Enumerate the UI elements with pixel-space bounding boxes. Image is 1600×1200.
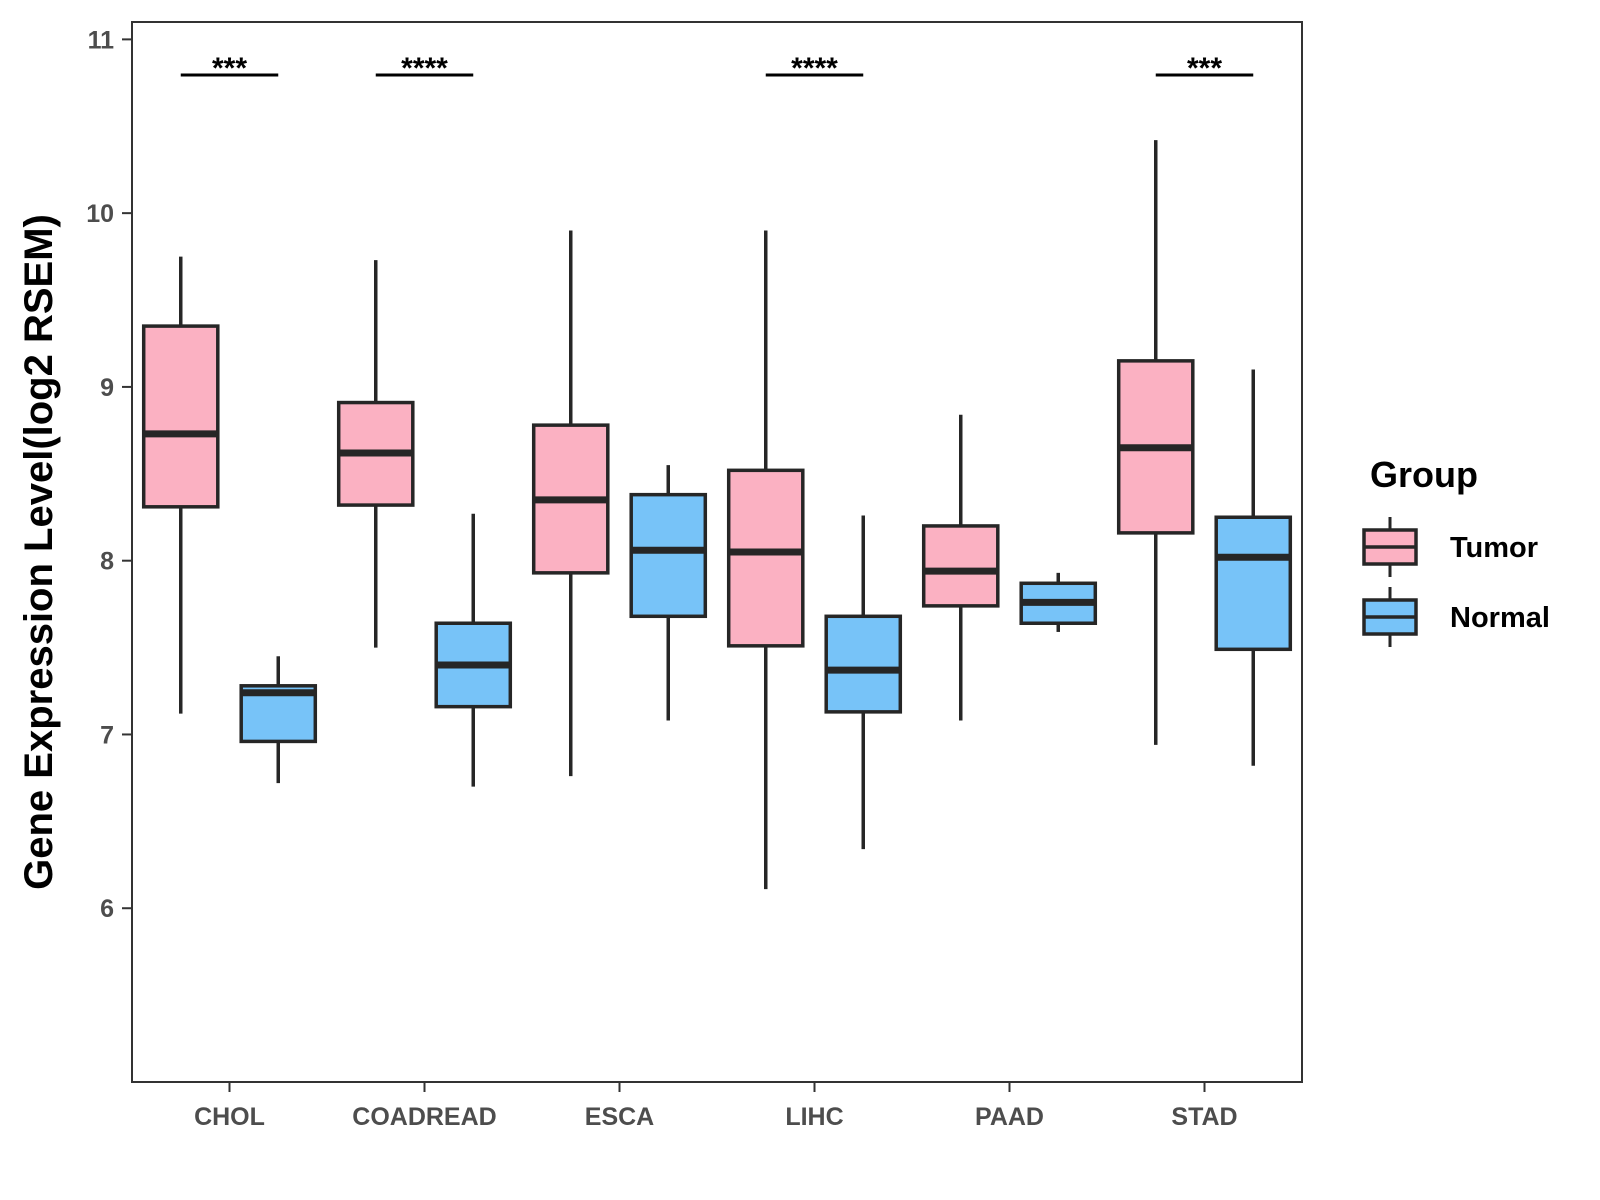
- y-tick-label: 8: [100, 548, 114, 576]
- plot-panel: [131, 21, 1303, 1083]
- boxes: [141, 140, 1293, 890]
- y-tick-label: 7: [100, 721, 114, 749]
- normal-box-paad: [1019, 572, 1098, 632]
- legend: Group Tumor Normal: [1362, 454, 1550, 647]
- box-body: [726, 468, 805, 648]
- tumor-box-paad: [921, 414, 1000, 721]
- x-tick-label: ESCA: [585, 1103, 654, 1131]
- y-axis: 6 7 8 9 10 11: [86, 26, 132, 923]
- box-body: [629, 492, 708, 619]
- x-tick-label: CHOL: [194, 1103, 265, 1131]
- x-tick-label: COADREAD: [352, 1103, 496, 1131]
- tumor-box-esca: [531, 230, 610, 777]
- y-axis-title: Gene Expression Level(log2 RSEM): [17, 214, 61, 890]
- normal-box-lihc: [824, 515, 903, 850]
- box-body: [1214, 515, 1293, 652]
- x-tick-label: PAAD: [975, 1103, 1044, 1131]
- significance-label: ****: [401, 52, 448, 85]
- box-body: [141, 324, 220, 509]
- normal-box-esca: [629, 465, 708, 721]
- legend-label-tumor: Tumor: [1450, 532, 1538, 564]
- legend-label-normal: Normal: [1450, 602, 1550, 634]
- legend-key-normal: [1362, 587, 1418, 647]
- tumor-box-coadread: [336, 260, 415, 648]
- significance-label: ***: [212, 52, 247, 85]
- normal-box-stad: [1214, 369, 1293, 766]
- tumor-box-chol: [141, 256, 220, 714]
- significance-annotations: *** **** **** ***: [180, 52, 1254, 85]
- box-body: [824, 614, 903, 714]
- tumor-box-lihc: [726, 230, 805, 890]
- normal-box-chol: [239, 656, 318, 784]
- y-tick-label: 6: [100, 895, 114, 923]
- significance-label: ****: [791, 52, 838, 85]
- significance-label: ***: [1187, 52, 1222, 85]
- normal-box-coadread: [434, 513, 513, 787]
- y-tick-label: 11: [88, 26, 115, 54]
- x-axis: CHOL COADREAD ESCA LIHC PAAD STAD: [194, 1082, 1238, 1131]
- y-tick-label: 10: [86, 200, 114, 228]
- y-tick-label: 9: [100, 374, 114, 402]
- legend-key-tumor: [1362, 517, 1418, 577]
- box-body: [921, 524, 1000, 608]
- tumor-box-stad: [1116, 140, 1195, 745]
- legend-title: Group: [1370, 454, 1478, 495]
- x-tick-label: STAD: [1171, 1103, 1237, 1131]
- x-tick-label: LIHC: [785, 1103, 843, 1131]
